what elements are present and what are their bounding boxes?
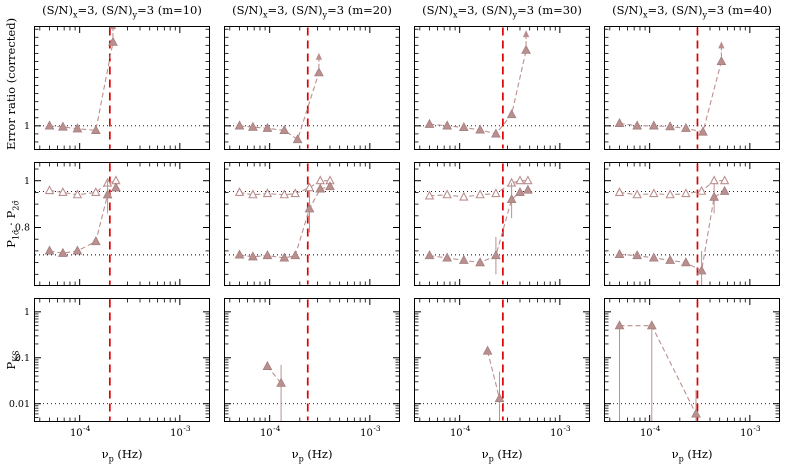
- panel-row2-col3: 10 -4 10 -3: [604, 298, 780, 439]
- svg-text:-3: -3: [183, 424, 191, 433]
- svg-text:1: 1: [24, 176, 30, 187]
- y-axis-label-row2: PKS: [4, 350, 21, 370]
- x-axis-label-col0: νp (Hz): [101, 447, 143, 464]
- column-title-2: (S/N)x=3, (S/N)y=3 (m=30): [422, 3, 582, 20]
- panel-row2-col1: 10 -4 10 -3: [224, 298, 400, 439]
- y-axis-label-row0: Error ratio (corrected): [4, 17, 18, 150]
- svg-text:10: 10: [640, 428, 653, 439]
- data-series-filled: [424, 30, 531, 138]
- svg-text:10: 10: [740, 428, 753, 439]
- svg-text:10: 10: [550, 428, 563, 439]
- x-axis-label-col1: νp (Hz): [291, 447, 333, 464]
- panel-row0-col3: [604, 26, 780, 150]
- svg-text:10: 10: [170, 428, 183, 439]
- data-series-filled: [614, 41, 727, 136]
- svg-text:1: 1: [24, 121, 30, 132]
- column-title-3: (S/N)x=3, (S/N)y=3 (m=40): [612, 3, 772, 20]
- svg-text:-3: -3: [753, 424, 761, 433]
- panel-row1-col2: [414, 162, 590, 286]
- svg-text:10: 10: [450, 428, 463, 439]
- data-series-filled: [482, 345, 505, 421]
- svg-text:0.8: 0.8: [15, 223, 30, 234]
- data-series-filled: [44, 180, 121, 257]
- svg-text:-3: -3: [373, 424, 381, 433]
- x-axis-label-col3: νp (Hz): [671, 447, 713, 464]
- panel-row0-col1: [224, 26, 400, 150]
- panel-row0-col2: [414, 26, 590, 150]
- data-series-filled: [234, 52, 324, 144]
- panel-row2-col0: 0.01 0.1 1 10 -4 10 -3: [9, 298, 210, 439]
- data-series-open: [614, 175, 730, 199]
- x-axis-label-col2: νp (Hz): [481, 447, 523, 464]
- data-series-filled: [614, 320, 701, 421]
- svg-text:-4: -4: [653, 424, 661, 433]
- svg-text:10: 10: [70, 428, 83, 439]
- svg-text:1: 1: [24, 307, 30, 318]
- svg-text:0.1: 0.1: [15, 353, 30, 364]
- svg-text:0.01: 0.01: [9, 399, 30, 410]
- panel-row1-col0: 0.8 1: [15, 162, 210, 286]
- panel-row1-col3: [604, 162, 780, 286]
- column-title-0: (S/N)x=3, (S/N)y=3 (m=10): [42, 3, 202, 20]
- y-axis-label-row1: P1σ̂ · P2σ̂: [4, 200, 21, 248]
- data-series-filled: [262, 360, 286, 421]
- svg-text:-4: -4: [83, 424, 91, 433]
- svg-text:-4: -4: [463, 424, 471, 433]
- svg-text:-4: -4: [273, 424, 281, 433]
- svg-text:-3: -3: [563, 424, 571, 433]
- data-series-filled: [424, 183, 533, 275]
- data-series-filled: [234, 181, 335, 262]
- panel-row1-col1: [224, 162, 400, 286]
- data-series-filled: [614, 183, 730, 285]
- data-series-filled: [44, 27, 118, 134]
- svg-text:10: 10: [260, 428, 273, 439]
- data-series-open: [234, 175, 335, 199]
- panel-row2-col2: 10 -4 10 -3: [414, 298, 590, 439]
- column-title-1: (S/N)x=3, (S/N)y=3 (m=20): [232, 3, 392, 20]
- svg-text:10: 10: [360, 428, 373, 439]
- data-series-open: [44, 175, 121, 199]
- data-series-open: [424, 175, 533, 201]
- panel-row0-col0: 1: [24, 26, 210, 150]
